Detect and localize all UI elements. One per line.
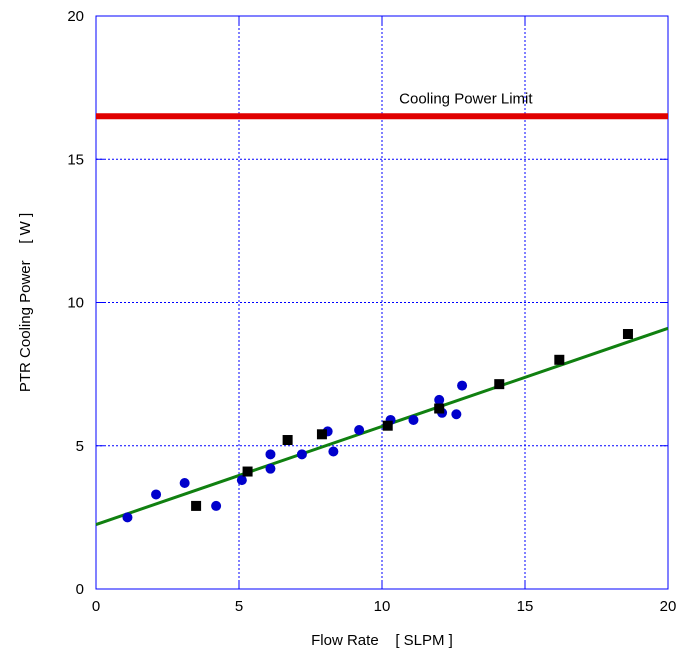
- y-tick-label: 0: [76, 581, 84, 598]
- annotations: Cooling Power Limit: [399, 90, 533, 107]
- y-tick-label: 15: [67, 151, 84, 168]
- data-point-square: [282, 435, 293, 446]
- data-point-circle: [328, 446, 339, 457]
- data-point-circle: [265, 449, 276, 460]
- axis-ticks: 0 5 10 15 20 0 5 10 15 20: [67, 8, 676, 615]
- grid-lines: [96, 16, 668, 589]
- data-point-square: [382, 420, 393, 431]
- x-tick-label: 0: [92, 598, 100, 615]
- data-point-circle: [179, 477, 190, 488]
- fit-line: [95, 326, 669, 526]
- y-tick-label: 5: [76, 438, 84, 455]
- y-tick-label: 10: [67, 295, 84, 312]
- data-point-circle: [354, 424, 365, 435]
- x-axis-label: Flow Rate [ SLPM ]: [311, 632, 453, 649]
- data-point-circle: [265, 463, 276, 474]
- data-point-circle: [434, 394, 445, 405]
- data-series: [95, 113, 669, 526]
- x-tick-label: 20: [660, 598, 677, 615]
- x-tick-label: 15: [517, 598, 534, 615]
- data-point-square: [622, 329, 633, 340]
- data-point-square: [434, 403, 445, 414]
- data-point-circle: [451, 409, 462, 420]
- data-point-square: [316, 429, 327, 440]
- x-tick-label: 5: [235, 598, 243, 615]
- data-point-square: [191, 500, 202, 511]
- y-tick-label: 20: [67, 8, 84, 25]
- data-point-square: [242, 466, 253, 477]
- data-point-circle: [408, 414, 419, 425]
- data-point-circle: [151, 489, 162, 500]
- annotation-label: Cooling Power Limit: [399, 90, 533, 107]
- x-tick-label: 10: [374, 598, 391, 615]
- data-point-circle: [211, 500, 222, 511]
- data-point-circle: [296, 449, 307, 460]
- data-point-square: [494, 379, 505, 390]
- data-point-circle: [457, 380, 468, 391]
- y-axis-label: PTR Cooling Power [ W ]: [17, 213, 34, 392]
- data-point-circle: [122, 512, 133, 523]
- data-point-square: [554, 354, 565, 365]
- data-point-circle: [236, 475, 247, 486]
